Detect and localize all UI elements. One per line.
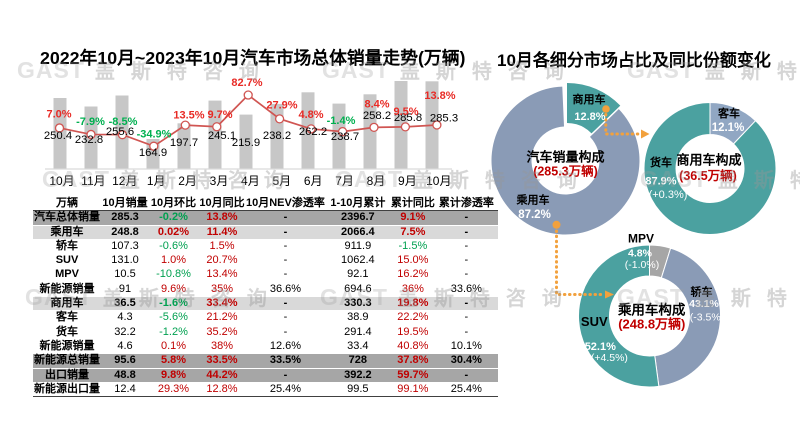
- svg-text:7.0%: 7.0%: [46, 109, 71, 121]
- svg-text:货车: 货车: [649, 155, 672, 169]
- svg-text:4月: 4月: [241, 174, 260, 188]
- svg-text:-1.4%: -1.4%: [327, 115, 356, 127]
- svg-text:商用车构成: 商用车构成: [676, 153, 741, 168]
- svg-text:9.7%: 9.7%: [207, 109, 232, 121]
- svg-text:轿车: 轿车: [691, 285, 713, 299]
- svg-text:1月: 1月: [147, 174, 166, 188]
- svg-text:285.8: 285.8: [394, 112, 422, 124]
- svg-text:7月: 7月: [335, 174, 354, 188]
- svg-text:255.6: 255.6: [106, 126, 134, 138]
- svg-text:12.1%: 12.1%: [712, 122, 745, 134]
- svg-text:52.1%: 52.1%: [585, 341, 616, 353]
- svg-text:12.8%: 12.8%: [574, 111, 605, 123]
- svg-text:12月: 12月: [112, 174, 137, 188]
- svg-text:232.8: 232.8: [75, 134, 103, 146]
- svg-text:6月: 6月: [304, 174, 323, 188]
- svg-text:乘用车: 乘用车: [516, 193, 550, 207]
- svg-text:197.7: 197.7: [170, 137, 198, 149]
- svg-text:(+4.5%): (+4.5%): [591, 352, 628, 364]
- svg-text:285.3: 285.3: [430, 113, 458, 125]
- svg-text:-8.5%: -8.5%: [109, 116, 138, 128]
- svg-text:27.9%: 27.9%: [266, 100, 297, 112]
- svg-text:-34.9%: -34.9%: [137, 129, 172, 141]
- svg-text:客车: 客车: [717, 106, 740, 120]
- svg-text:262.2: 262.2: [299, 126, 327, 138]
- svg-text:(36.5万辆): (36.5万辆): [679, 168, 737, 183]
- svg-text:10月: 10月: [426, 174, 451, 188]
- svg-text:164.9: 164.9: [139, 147, 167, 159]
- svg-text:4.8%: 4.8%: [298, 109, 323, 121]
- svg-text:乘用车构成: 乘用车构成: [617, 302, 686, 318]
- svg-text:11月: 11月: [81, 174, 105, 188]
- svg-text:215.9: 215.9: [232, 137, 260, 149]
- svg-text:商用车: 商用车: [573, 92, 606, 106]
- svg-text:13.8%: 13.8%: [424, 90, 455, 102]
- svg-text:8.4%: 8.4%: [364, 99, 389, 111]
- svg-text:9月: 9月: [398, 174, 417, 188]
- svg-text:13.5%: 13.5%: [173, 110, 204, 122]
- svg-text:(+0.3%): (+0.3%): [649, 189, 688, 201]
- svg-text:10月: 10月: [49, 174, 74, 188]
- svg-text:8月: 8月: [367, 174, 386, 188]
- svg-text:82.7%: 82.7%: [231, 77, 262, 89]
- svg-text:238.2: 238.2: [263, 130, 291, 142]
- svg-text:汽车销量构成: 汽车销量构成: [526, 150, 604, 165]
- svg-text:-7.9%: -7.9%: [76, 116, 105, 128]
- svg-text:(285.3万辆): (285.3万辆): [533, 164, 598, 179]
- svg-text:258.2: 258.2: [363, 110, 391, 122]
- svg-text:9.5%: 9.5%: [393, 106, 418, 118]
- svg-text:43.1%: 43.1%: [689, 298, 719, 310]
- svg-text:245.1: 245.1: [208, 130, 236, 142]
- svg-text:2月: 2月: [178, 174, 197, 188]
- svg-text:(-3.5%): (-3.5%): [690, 311, 724, 323]
- svg-text:5月: 5月: [272, 174, 291, 188]
- svg-text:SUV: SUV: [581, 314, 608, 329]
- svg-text:(-1.0%): (-1.0%): [625, 259, 659, 271]
- svg-text:87.9%: 87.9%: [645, 176, 676, 188]
- svg-text:250.4: 250.4: [44, 130, 72, 142]
- svg-text:(248.8万辆): (248.8万辆): [618, 317, 685, 332]
- svg-text:4.8%: 4.8%: [628, 247, 653, 259]
- svg-text:87.2%: 87.2%: [518, 209, 551, 221]
- svg-text:3月: 3月: [210, 174, 229, 188]
- svg-text:MPV: MPV: [628, 232, 654, 246]
- svg-text:238.7: 238.7: [331, 131, 359, 143]
